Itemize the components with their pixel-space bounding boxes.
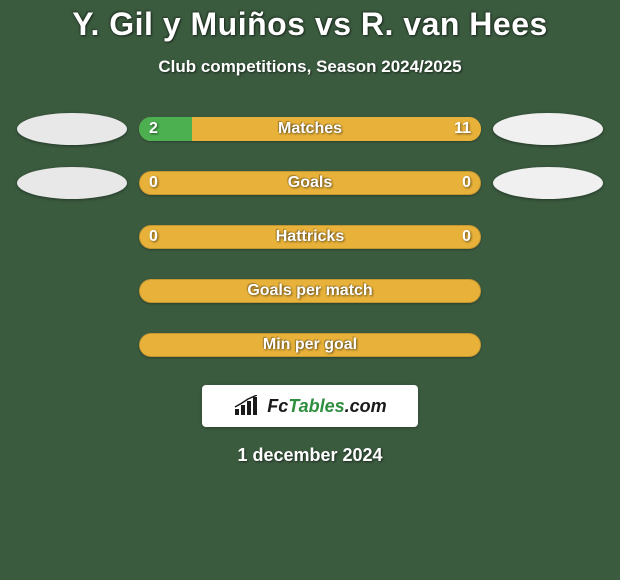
bar-value-right: 0 — [462, 174, 471, 192]
stat-bar: 211Matches — [139, 117, 481, 141]
logo-text-tables: Tables — [288, 396, 344, 416]
player-avatar-left — [17, 167, 127, 199]
bar-value-left: 0 — [149, 174, 158, 192]
logo-text-fc: Fc — [267, 396, 288, 416]
stats-container: 211Matches00Goals00HattricksGoals per ma… — [0, 113, 620, 361]
content-wrapper: Y. Gil y Muiños vs R. van Hees Club comp… — [0, 0, 620, 466]
stat-row: 211Matches — [0, 113, 620, 145]
bar-label: Hattricks — [139, 228, 481, 246]
avatar-spacer — [17, 275, 127, 307]
bar-label: Min per goal — [139, 336, 481, 354]
page-title: Y. Gil y Muiños vs R. van Hees — [0, 6, 620, 43]
stat-row: 0 0Hattricks — [0, 221, 620, 253]
avatar-spacer — [17, 329, 127, 361]
bar-value-left: 2 — [149, 120, 158, 138]
bar-value-left: 0 — [149, 228, 158, 246]
page-subtitle: Club competitions, Season 2024/2025 — [0, 57, 620, 77]
date-text: 1 december 2024 — [0, 445, 620, 466]
player-avatar-left — [17, 113, 127, 145]
stat-bar: Goals per match — [139, 279, 481, 303]
stat-bar: 0 0Hattricks — [139, 225, 481, 249]
logo-text-suffix: .com — [345, 396, 387, 416]
player-avatar-right — [493, 167, 603, 199]
bar-right-fill — [192, 117, 481, 141]
avatar-spacer — [17, 221, 127, 253]
bar-left-fill — [139, 117, 192, 141]
bar-label: Goals per match — [139, 282, 481, 300]
footer-logo: FcTables.com — [202, 385, 418, 427]
avatar-spacer — [493, 221, 603, 253]
avatar-spacer — [493, 275, 603, 307]
player-avatar-right — [493, 113, 603, 145]
avatar-spacer — [493, 329, 603, 361]
stat-row: Goals per match — [0, 275, 620, 307]
bar-value-right: 0 — [462, 228, 471, 246]
stat-bar: 0 0Goals — [139, 171, 481, 195]
bar-chart-icon — [233, 395, 261, 417]
stat-row: Min per goal — [0, 329, 620, 361]
bar-label: Goals — [139, 174, 481, 192]
stat-bar: Min per goal — [139, 333, 481, 357]
bar-value-right: 11 — [454, 120, 471, 138]
logo-text: FcTables.com — [267, 396, 386, 417]
stat-row: 0 0Goals — [0, 167, 620, 199]
